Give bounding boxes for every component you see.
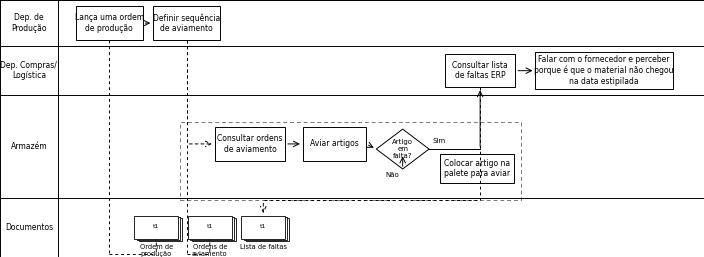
FancyBboxPatch shape xyxy=(137,217,180,240)
Text: Consultar ordens
de aviamento: Consultar ordens de aviamento xyxy=(217,134,283,154)
Text: Falar com o fornecedor e perceber
porque é que o material não chegou
na data est: Falar com o fornecedor e perceber porque… xyxy=(534,56,674,86)
Text: t1: t1 xyxy=(206,224,213,229)
Text: Definir sequência
de aviamento: Definir sequência de aviamento xyxy=(153,13,220,33)
Text: Armazém: Armazém xyxy=(11,142,47,151)
Polygon shape xyxy=(376,129,429,169)
Text: Consultar lista
de faltas ERP: Consultar lista de faltas ERP xyxy=(452,61,508,80)
Text: Ordens de
aviamento: Ordens de aviamento xyxy=(192,244,227,257)
Text: Dep. Compras/
Logística: Dep. Compras/ Logística xyxy=(1,61,57,80)
FancyBboxPatch shape xyxy=(190,217,234,240)
Text: Lista de faltas: Lista de faltas xyxy=(240,244,287,250)
Text: t1: t1 xyxy=(153,224,160,229)
Text: t1: t1 xyxy=(260,224,267,229)
Text: Aviar artigos: Aviar artigos xyxy=(310,139,359,149)
FancyBboxPatch shape xyxy=(192,218,236,241)
FancyBboxPatch shape xyxy=(441,154,515,183)
FancyBboxPatch shape xyxy=(244,217,287,240)
Text: Colocar artigo na
palete para aviar: Colocar artigo na palete para aviar xyxy=(444,159,510,178)
FancyBboxPatch shape xyxy=(445,54,515,87)
FancyBboxPatch shape xyxy=(215,127,285,161)
Text: Não: Não xyxy=(385,172,399,178)
Text: Artigo
em
falta?: Artigo em falta? xyxy=(392,139,413,159)
FancyBboxPatch shape xyxy=(76,6,143,40)
Text: Sim: Sim xyxy=(432,138,446,144)
Text: Dep. de
Produção: Dep. de Produção xyxy=(11,13,46,33)
FancyBboxPatch shape xyxy=(134,216,178,239)
FancyBboxPatch shape xyxy=(241,216,285,239)
FancyBboxPatch shape xyxy=(246,218,289,241)
FancyBboxPatch shape xyxy=(153,6,220,40)
FancyBboxPatch shape xyxy=(139,218,182,241)
Text: Documentos: Documentos xyxy=(5,223,53,232)
Text: Ordem de
produção: Ordem de produção xyxy=(139,244,173,257)
Text: Lança uma ordem
de produção: Lança uma ordem de produção xyxy=(75,13,144,33)
FancyBboxPatch shape xyxy=(303,127,366,161)
FancyBboxPatch shape xyxy=(188,216,232,239)
FancyBboxPatch shape xyxy=(536,52,673,89)
